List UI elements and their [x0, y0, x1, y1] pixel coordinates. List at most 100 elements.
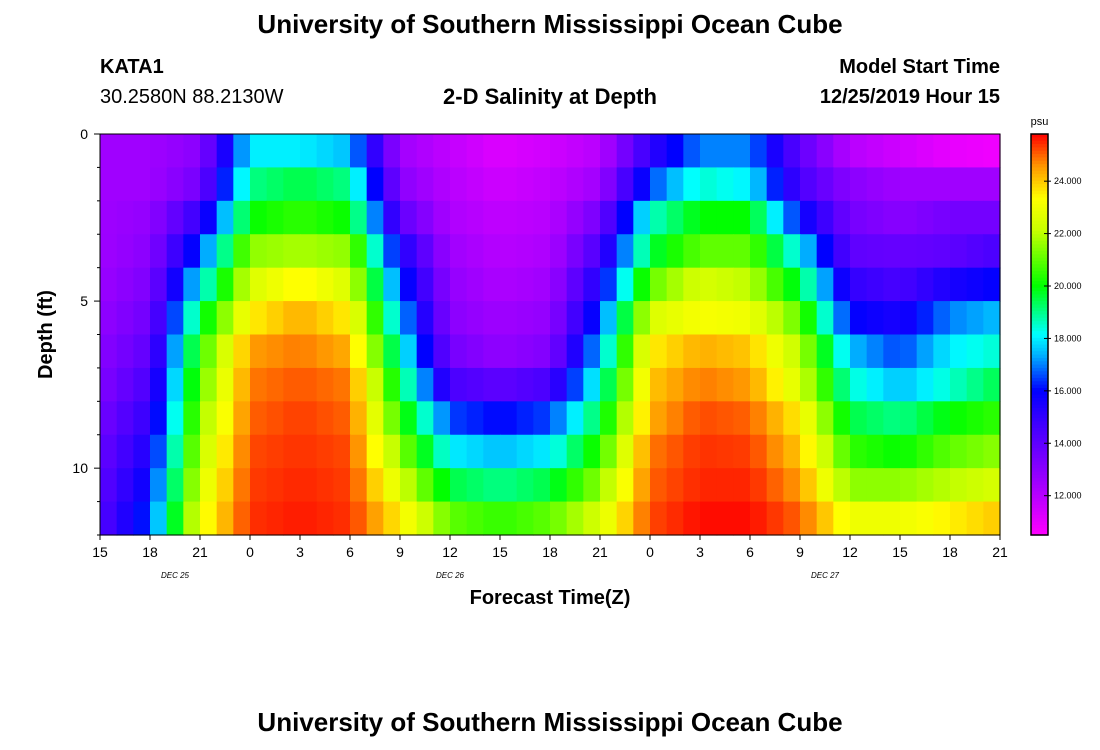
colorbar-segment [1031, 210, 1048, 215]
heatmap-cell [566, 267, 584, 302]
heatmap-cell [433, 501, 451, 536]
colorbar-segment [1031, 524, 1048, 529]
heatmap-cell [116, 234, 134, 269]
colorbar-segment [1031, 514, 1048, 519]
colorbar-segment [1031, 331, 1048, 336]
colorbar-segment [1031, 357, 1048, 362]
colorbar-unit-label: psu [1031, 116, 1049, 128]
heatmap-cell [183, 200, 201, 235]
heatmap-cell [200, 301, 218, 336]
heatmap-cell [316, 401, 334, 436]
x-tick-label: 3 [696, 544, 704, 560]
colorbar-segment [1031, 491, 1048, 496]
heatmap-cell [516, 468, 534, 503]
colorbar-segment [1031, 240, 1048, 245]
heatmap-cell [133, 134, 151, 169]
heatmap-cell [383, 334, 401, 369]
heatmap-cell [600, 468, 618, 503]
colorbar-segment [1031, 458, 1048, 463]
colorbar-segment [1031, 498, 1048, 503]
heatmap-cell [516, 134, 534, 169]
heatmap-cell [516, 334, 534, 369]
heatmap-cell [800, 267, 818, 302]
colorbar-segment [1031, 408, 1048, 412]
colorbar-segment [1031, 294, 1048, 299]
heatmap-cell [750, 367, 768, 402]
heatmap-cell [633, 501, 651, 536]
heatmap-cell [550, 167, 568, 202]
colorbar-segment [1031, 528, 1048, 533]
colorbar-segment [1031, 194, 1048, 199]
heatmap-cell [633, 401, 651, 436]
heatmap-cell [716, 401, 734, 436]
heatmap-cell [250, 234, 268, 269]
colorbar-tick-label: 14.000 [1054, 438, 1082, 448]
colorbar-segment [1031, 137, 1048, 142]
heatmap-cell [400, 334, 418, 369]
heatmap-cell [433, 401, 451, 436]
colorbar-segment [1031, 284, 1048, 289]
heatmap-cell [933, 234, 951, 269]
heatmap-cell [433, 468, 451, 503]
colorbar-segment [1031, 424, 1048, 429]
heatmap-cell [250, 434, 268, 469]
heatmap-cell [116, 200, 134, 235]
heatmap-cell [816, 301, 834, 336]
heatmap-cell [733, 134, 751, 169]
heatmap-cell [750, 401, 768, 436]
heatmap-cell [133, 167, 151, 202]
colorbar-segment [1031, 501, 1048, 506]
heatmap-cell [766, 267, 784, 302]
heatmap-cell [916, 401, 934, 436]
x-tick-label: 3 [296, 544, 304, 560]
heatmap-cell [483, 434, 501, 469]
heatmap-cell [866, 301, 884, 336]
colorbar-segment [1031, 140, 1048, 145]
heatmap-cell [266, 267, 284, 302]
heatmap-cell [100, 401, 118, 436]
heatmap-cell [133, 367, 151, 402]
colorbar-segment [1031, 384, 1048, 389]
heatmap-cell [683, 200, 701, 235]
heatmap-cell [766, 134, 784, 169]
heatmap-cell [866, 334, 884, 369]
heatmap-cell [716, 234, 734, 269]
heatmap-cell [933, 334, 951, 369]
heatmap-cell [250, 200, 268, 235]
colorbar-segment [1031, 381, 1048, 386]
heatmap-cell [716, 134, 734, 169]
heatmap-cell [500, 401, 518, 436]
heatmap-cell [933, 301, 951, 336]
heatmap-cell [216, 401, 234, 436]
heatmap-cell [916, 434, 934, 469]
heatmap-cell [633, 167, 651, 202]
heatmap-cell [650, 434, 668, 469]
heatmap-cell [633, 134, 651, 169]
heatmap-cell [966, 434, 984, 469]
heatmap-cell [700, 367, 718, 402]
colorbar-segment [1031, 444, 1048, 449]
heatmap-cell [900, 134, 918, 169]
heatmap-cell [333, 301, 351, 336]
heatmap-cell [516, 367, 534, 402]
colorbar-segment [1031, 147, 1048, 152]
heatmap-cell [316, 167, 334, 202]
heatmap-cell [216, 200, 234, 235]
heatmap-cell [816, 401, 834, 436]
colorbar-segment [1031, 230, 1048, 235]
heatmap-cell [650, 134, 668, 169]
heatmap-cell [416, 267, 434, 302]
heatmap-cell [150, 401, 168, 436]
heatmap-cell [433, 134, 451, 169]
heatmap-cell [883, 468, 901, 503]
heatmap-cell [950, 301, 968, 336]
heatmap-cell [216, 468, 234, 503]
heatmap-cell [666, 334, 684, 369]
heatmap-cell [383, 267, 401, 302]
colorbar-segment [1031, 314, 1048, 319]
heatmap-cell [733, 167, 751, 202]
heatmap-cell [850, 200, 868, 235]
heatmap-cell [133, 200, 151, 235]
x-tick-label: 15 [92, 544, 108, 560]
heatmap-cell [650, 401, 668, 436]
